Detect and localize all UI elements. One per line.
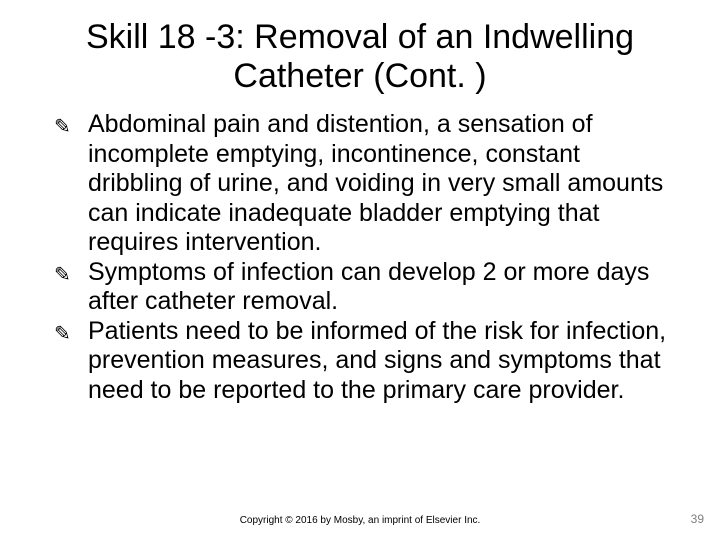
copyright-text: Copyright © 2016 by Mosby, an imprint of… xyxy=(0,515,720,526)
list-item: ✎ Symptoms of infection can develop 2 or… xyxy=(54,258,674,317)
bullet-text: Patients need to be informed of the risk… xyxy=(88,317,674,406)
slide-body: ✎ Abdominal pain and distention, a sensa… xyxy=(54,110,674,405)
slide-title: Skill 18 -3: Removal of an Indwelling Ca… xyxy=(36,18,684,96)
bullet-icon: ✎ xyxy=(54,317,88,349)
list-item: ✎ Abdominal pain and distention, a sensa… xyxy=(54,110,674,258)
list-item: ✎ Patients need to be informed of the ri… xyxy=(54,317,674,406)
page-number: 39 xyxy=(691,512,704,526)
bullet-text: Abdominal pain and distention, a sensati… xyxy=(88,110,674,258)
bullet-icon: ✎ xyxy=(54,110,88,142)
slide-container: Skill 18 -3: Removal of an Indwelling Ca… xyxy=(0,0,720,540)
bullet-icon: ✎ xyxy=(54,258,88,290)
bullet-text: Symptoms of infection can develop 2 or m… xyxy=(88,258,674,317)
